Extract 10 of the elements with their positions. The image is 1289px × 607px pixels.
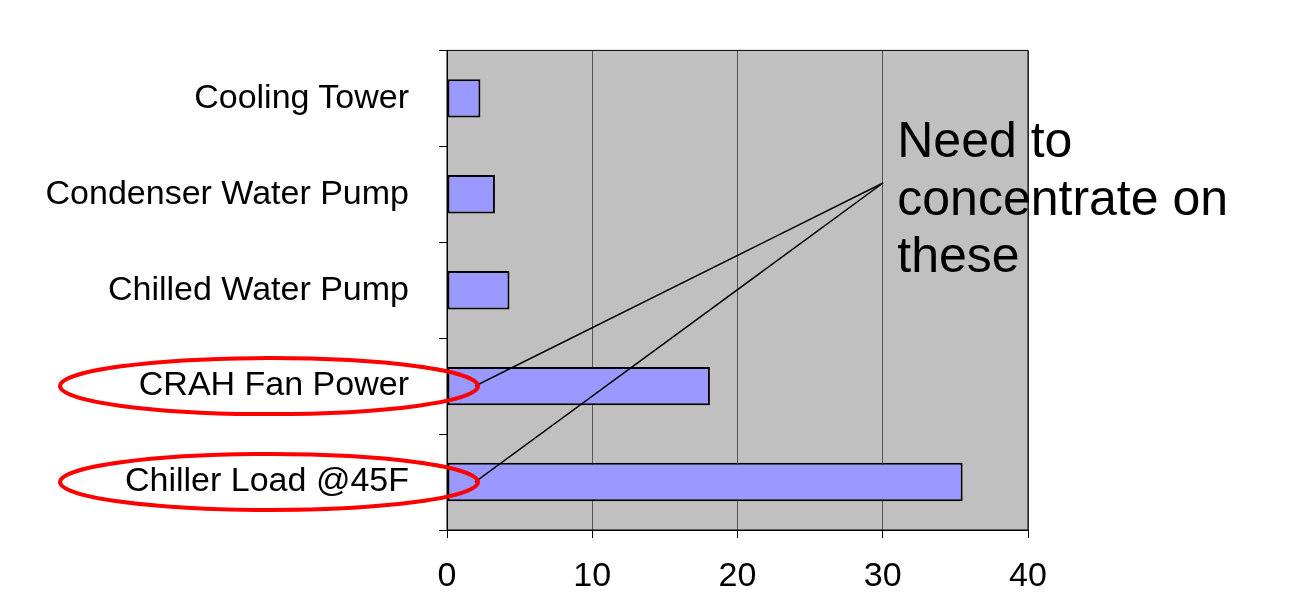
x-tick-label: 20 bbox=[718, 554, 757, 593]
y-tick-label: Cooling Tower bbox=[194, 76, 409, 115]
x-tick-label: 30 bbox=[863, 554, 902, 593]
y-tick-label: Chilled Water Pump bbox=[107, 268, 409, 307]
y-tick-label: CRAH Fan Power bbox=[138, 364, 409, 403]
x-tick-label: 10 bbox=[573, 554, 612, 593]
y-tick-label: Chiller Load @45F bbox=[125, 460, 409, 499]
y-tick-label: Condenser Water Pump bbox=[45, 172, 409, 211]
x-tick-label: 40 bbox=[1009, 554, 1047, 593]
x-tick-label: 0 bbox=[437, 554, 457, 593]
